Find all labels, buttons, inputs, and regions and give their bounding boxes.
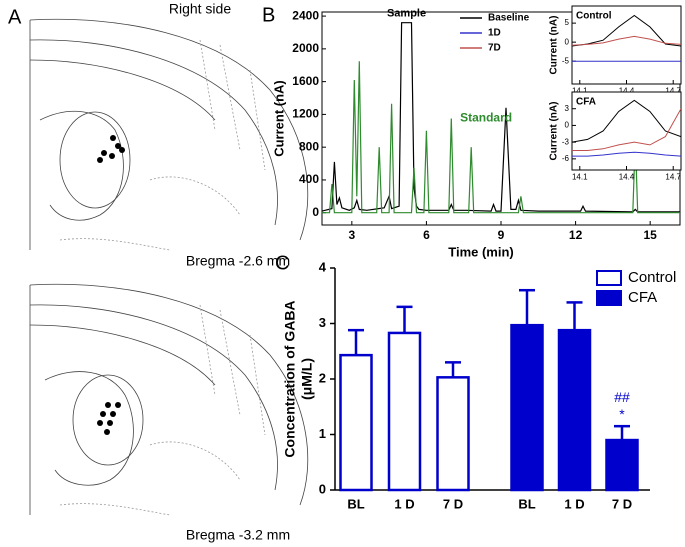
y-tick-label: 1600 [292, 74, 319, 88]
x-tick-label: 3 [348, 228, 355, 242]
series-line [572, 108, 681, 151]
legend-label: CFA [628, 289, 657, 306]
y-tick-label: -6 [562, 154, 570, 163]
series-line [572, 151, 681, 157]
x-tick-label: 14.7 [665, 172, 681, 181]
x-tick-label: BL [347, 496, 364, 511]
bregma-label: Bregma -3.2 mm [186, 527, 290, 543]
y-tick-label: 800 [299, 139, 319, 153]
y-axis-label: Current (nA) [549, 102, 560, 161]
series-label: Standard [460, 111, 512, 125]
bar [510, 323, 544, 492]
series-label: Sample [387, 8, 426, 20]
inset-title: Control [576, 11, 612, 22]
injection-dots-top [97, 135, 125, 163]
y-tick-label: 2000 [292, 41, 319, 55]
y-tick-label: 400 [299, 172, 319, 186]
y-axis-label: Concentration of GABA [282, 300, 298, 457]
legend-label: Baseline [488, 13, 530, 24]
y-tick-label: -5 [562, 56, 570, 65]
y-tick-label: 1 [319, 426, 326, 441]
y-axis-label: Current (nA) [271, 80, 286, 157]
y-tick-label: 3 [319, 315, 326, 330]
series-line [572, 99, 681, 143]
panel-letter: B [262, 4, 275, 26]
x-tick-label: 1 D [394, 496, 414, 511]
significance-mark: * [619, 406, 625, 422]
y-axis-label: Current (nA) [549, 16, 560, 75]
inset-title: CFA [576, 97, 596, 108]
x-tick-label: 7 D [443, 496, 463, 511]
y-tick-label: 0 [565, 121, 570, 130]
x-tick-label: 14.4 [619, 172, 635, 181]
bar [605, 438, 639, 492]
y-tick-label: 5 [565, 18, 570, 27]
y-axis-label: (μM/L) [299, 358, 315, 400]
legend-label: Control [628, 269, 676, 286]
x-tick-label: 14.1 [572, 172, 588, 181]
bar [339, 353, 373, 492]
y-tick-label: 2 [319, 370, 326, 385]
inset-background [572, 92, 681, 170]
y-tick-label: -3 [562, 137, 570, 146]
legend-label: 1D [488, 28, 501, 39]
legend-swatch [596, 270, 622, 286]
legend-swatch [596, 290, 622, 306]
y-tick-label: 2400 [292, 8, 319, 22]
bar [436, 376, 470, 492]
x-tick-label: 15 [643, 228, 657, 242]
series-line [322, 61, 680, 214]
bar [557, 328, 592, 492]
side-label: Right side [169, 1, 231, 17]
x-tick-label: 6 [423, 228, 430, 242]
legend-label: 7D [488, 43, 501, 54]
y-tick-label: 0 [312, 205, 319, 219]
x-axis-label: Time (min) [448, 244, 514, 259]
x-tick-label: 14.7 [665, 86, 681, 95]
x-tick-label: 14.1 [572, 86, 588, 95]
x-tick-label: 9 [498, 228, 505, 242]
y-tick-label: 4 [319, 259, 327, 274]
x-tick-label: 1 D [564, 496, 584, 511]
bar [387, 331, 422, 492]
significance-mark: ## [614, 389, 630, 405]
brain-section-bottom [29, 283, 309, 516]
x-tick-label: 7 D [612, 496, 632, 511]
injection-dots-bottom [97, 402, 121, 435]
x-tick-label: 14.4 [619, 86, 635, 95]
inset-background [572, 6, 681, 84]
x-tick-label: BL [518, 496, 535, 511]
x-tick-label: 12 [569, 228, 583, 242]
y-tick-label: 0 [565, 37, 570, 46]
series-line [572, 14, 681, 47]
brain-section-top [29, 18, 309, 251]
y-tick-label: 3 [565, 104, 570, 113]
series-line [572, 35, 681, 46]
series-line [322, 22, 680, 213]
panel-letter: A [8, 6, 22, 28]
y-tick-label: 0 [319, 481, 326, 496]
bregma-label: Bregma -2.6 mm [186, 253, 290, 269]
panel-letter: C [275, 252, 289, 274]
y-tick-label: 1200 [292, 107, 319, 121]
